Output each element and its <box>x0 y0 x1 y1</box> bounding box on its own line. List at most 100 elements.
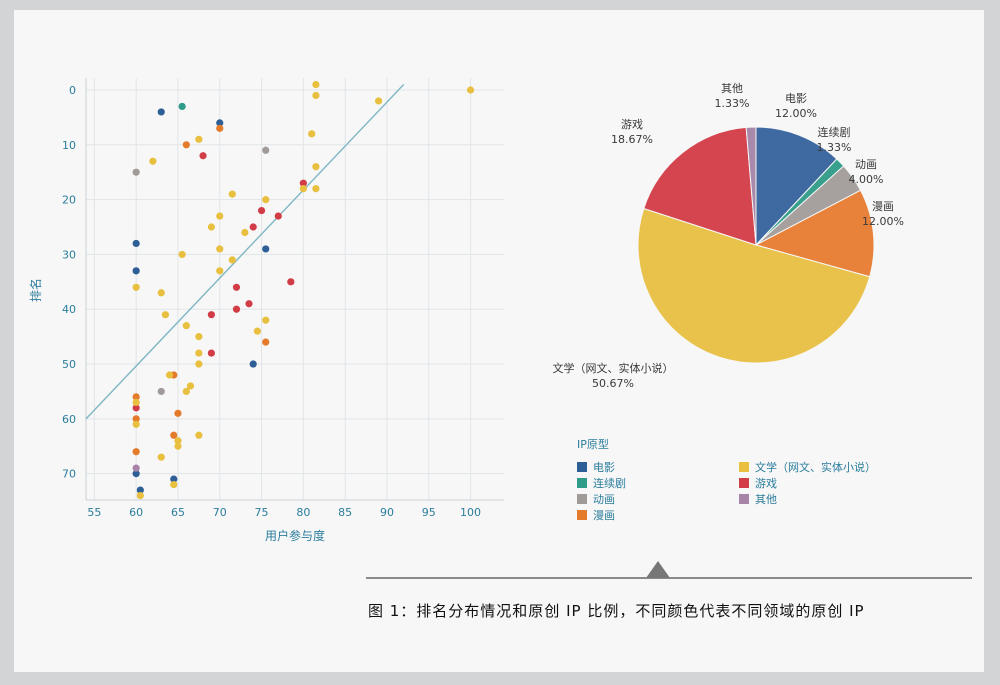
x-axis-ticks: 55 60 65 70 75 80 85 90 95 100 <box>87 506 481 519</box>
pie-slice-percent: 12.00% <box>775 107 817 120</box>
scatter-point <box>207 349 215 357</box>
legend-swatch <box>739 462 749 472</box>
pie-slice-name: 动画 <box>855 158 877 171</box>
scatter-point <box>132 393 140 401</box>
scatter-point <box>253 327 261 335</box>
x-tick-label: 60 <box>129 506 143 519</box>
scatter-point <box>249 223 257 231</box>
scatter-point <box>182 141 190 149</box>
legend-label: 电影 <box>593 461 615 474</box>
legend-title: IP原型 <box>577 437 609 451</box>
pie-slice-name: 其他 <box>721 82 743 95</box>
scatter-point <box>312 185 320 193</box>
legend-label: 动画 <box>593 493 615 506</box>
y-tick-label: 10 <box>62 139 76 152</box>
pie-slice-percent: 4.00% <box>849 173 884 186</box>
scatter-point <box>216 124 224 132</box>
scatter-point <box>287 278 295 286</box>
pie-slice <box>745 126 757 246</box>
y-tick-label: 0 <box>69 84 76 97</box>
pie-slice <box>754 189 875 278</box>
scatter-point <box>195 135 203 143</box>
scatter-point <box>262 316 270 324</box>
y-tick-label: 50 <box>62 358 76 371</box>
scatter-point <box>178 250 186 259</box>
scatter-point <box>257 206 266 215</box>
scatter-point <box>228 190 236 198</box>
x-tick-label: 80 <box>296 506 310 519</box>
scatter-point <box>182 387 190 396</box>
scatter-point <box>195 360 203 368</box>
scatter-point <box>132 168 140 176</box>
x-tick-label: 70 <box>213 506 227 519</box>
scatter-point <box>245 300 253 308</box>
pie-slice-name: 文学（网文、实体小说） <box>553 361 674 375</box>
scatter-point <box>195 349 203 357</box>
pie-slice <box>637 207 871 364</box>
trend-line <box>85 84 405 420</box>
y-axis-label: 排名 <box>28 278 43 302</box>
x-tick-label: 75 <box>255 506 269 519</box>
pie-slice-percent: 50.67% <box>592 377 634 390</box>
scatter-point <box>262 196 270 204</box>
pie-slice-name: 连续剧 <box>818 125 851 139</box>
scatter-point <box>157 453 165 461</box>
scatter-point <box>132 267 140 275</box>
scatter-point <box>136 491 144 500</box>
scatter-point <box>161 311 170 319</box>
scatter-point <box>274 212 282 220</box>
scatter-point <box>262 245 270 253</box>
legend-label: 连续剧 <box>593 476 626 490</box>
legend-swatch <box>739 478 749 488</box>
scatter-point <box>312 91 320 100</box>
scatter-point <box>132 448 140 456</box>
scatter-point <box>299 185 307 193</box>
scatter-point <box>228 256 236 264</box>
scatter-point <box>149 157 157 165</box>
scatter-point <box>132 470 140 478</box>
scatter-point <box>178 102 186 111</box>
scatter-point <box>216 212 224 220</box>
legend-label: 漫画 <box>593 508 615 522</box>
scatter-point <box>132 420 140 428</box>
scatter-point <box>174 409 182 417</box>
scatter-point <box>207 311 215 319</box>
x-tick-label: 55 <box>87 506 101 519</box>
pie-chart <box>637 126 875 364</box>
scatter-point <box>170 475 178 483</box>
scatter-point <box>216 119 224 127</box>
y-tick-label: 40 <box>62 303 76 316</box>
scatter-point <box>174 437 182 445</box>
scatter-points <box>132 80 475 500</box>
scatter-plot: 55 60 65 70 75 80 85 90 95 100 0 10 20 30 40 50 60 70 用户… <box>28 78 504 543</box>
legend-swatch <box>577 494 587 504</box>
y-tick-label: 20 <box>62 194 76 207</box>
figure-canvas: 55 60 65 70 75 80 85 90 95 100 0 10 20 30 40 50 60 70 用户… <box>28 78 972 620</box>
scatter-point <box>216 245 224 253</box>
scatter-point <box>232 283 241 291</box>
figure-caption: 图 1：排名分布情况和原创 IP 比例，不同颜色代表不同领域的原创 IP <box>368 602 865 620</box>
legend-swatch <box>577 478 587 488</box>
x-tick-label: 85 <box>338 506 352 519</box>
scatter-point <box>166 371 174 379</box>
scatter-point <box>132 415 140 423</box>
scatter-point <box>157 289 165 297</box>
pie-slice-percent: 1.33% <box>817 141 852 154</box>
scatter-point <box>299 179 307 187</box>
scatter-grid <box>85 78 504 501</box>
scatter-point <box>375 97 383 105</box>
scatter-point <box>136 486 144 494</box>
x-tick-label: 100 <box>460 506 481 519</box>
pie-slice-percent: 1.33% <box>715 97 750 110</box>
legend-swatch <box>577 462 587 472</box>
scatter-point <box>157 387 165 396</box>
scatter-point <box>132 283 140 291</box>
pie-slice <box>643 126 757 246</box>
scatter-point <box>174 442 182 450</box>
legend-swatch <box>739 494 749 504</box>
scatter-point <box>312 163 320 171</box>
figure-frame: 55 60 65 70 75 80 85 90 95 100 0 10 20 30 40 50 60 70 用户… <box>14 10 984 672</box>
scatter-point <box>207 223 215 231</box>
